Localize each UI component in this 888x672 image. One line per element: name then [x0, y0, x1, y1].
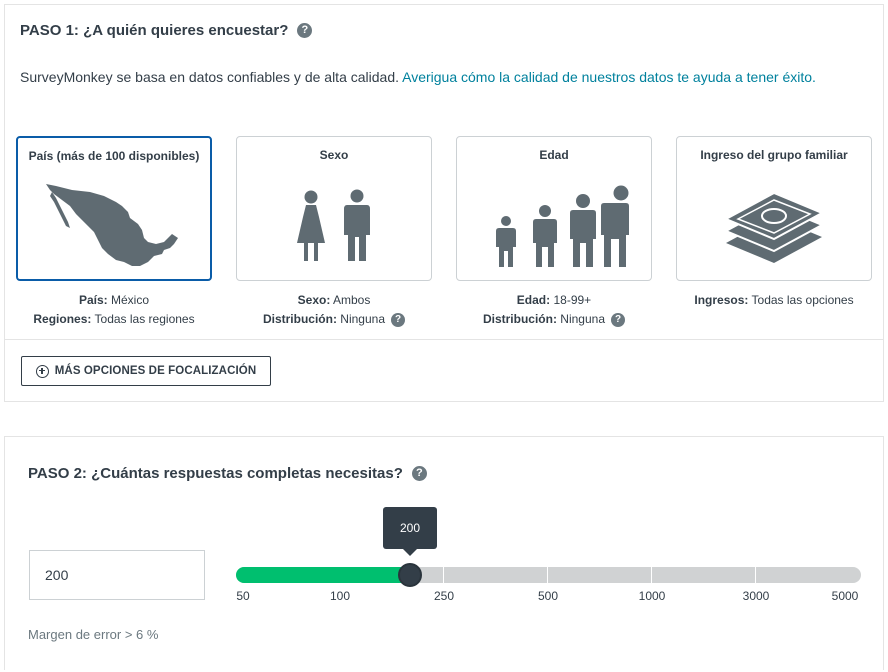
- slider-thumb[interactable]: [398, 563, 422, 587]
- slider-tick-label: 3000: [742, 589, 770, 603]
- age-value: 18-99+: [550, 293, 592, 307]
- country-label: País:: [78, 293, 108, 307]
- age-groups-icon: [496, 185, 629, 267]
- age-distribution-value: Ninguna: [556, 312, 606, 326]
- country-info: País: México Regiones: Todas las regione…: [16, 291, 212, 329]
- card-title: Edad: [539, 148, 569, 162]
- slider-separator: [443, 567, 444, 583]
- slider-tick-label: 100: [329, 589, 351, 603]
- slider-separator: [755, 567, 756, 583]
- step2-title-text: PASO 2: ¿Cuántas respuestas completas ne…: [28, 465, 403, 482]
- slider-tick-label: 5000: [831, 589, 859, 603]
- income-card[interactable]: Ingreso del grupo familiar: [676, 136, 872, 281]
- slider-fill: [236, 567, 410, 583]
- step1-title: PASO 1: ¿A quién quieres encuestar? ?: [20, 22, 313, 39]
- age-card[interactable]: Edad: [456, 136, 652, 281]
- responses-slider-track[interactable]: [236, 567, 861, 583]
- intro-text: SurveyMonkey se basa en datos confiables…: [20, 69, 403, 85]
- step2-panel: PASO 2: ¿Cuántas respuestas completas ne…: [4, 436, 884, 670]
- slider-tick-label: 500: [537, 589, 559, 603]
- divider: [5, 339, 883, 340]
- income-label: Ingresos:: [694, 293, 749, 307]
- income-info: Ingresos: Todas las opciones: [676, 291, 872, 310]
- help-icon[interactable]: ?: [411, 466, 427, 481]
- age-info: Edad: 18-99+ Distribución: Ninguna?: [456, 291, 652, 329]
- sex-distribution-value: Ninguna: [336, 312, 386, 326]
- slider-separator: [651, 567, 652, 583]
- slider-tick-label: 250: [433, 589, 455, 603]
- intro-paragraph: SurveyMonkey se basa en datos confiables…: [20, 66, 860, 89]
- step2-title: PASO 2: ¿Cuántas respuestas completas ne…: [28, 465, 427, 482]
- slider-tick-label: 1000: [638, 589, 666, 603]
- card-title: Ingreso del grupo familiar: [700, 148, 848, 162]
- slider-separator: [547, 567, 548, 583]
- slider-tick-label: 50: [236, 589, 250, 603]
- help-icon[interactable]: ?: [297, 23, 313, 38]
- regions-value: Todas las regiones: [91, 312, 195, 326]
- income-value: Todas las opciones: [748, 293, 854, 307]
- money-stack-icon: [723, 191, 825, 263]
- sex-distribution-label: Distribución:: [262, 312, 337, 326]
- data-quality-link[interactable]: Averigua cómo la calidad de nuestros dat…: [402, 69, 816, 85]
- margin-of-error-text: Margen de error > 6 %: [28, 627, 159, 642]
- age-label: Edad:: [516, 293, 551, 307]
- responses-count-input[interactable]: [29, 550, 205, 600]
- plus-circle-icon: [35, 364, 49, 378]
- step1-title-text: PASO 1: ¿A quién quieres encuestar?: [20, 22, 289, 39]
- help-icon[interactable]: ?: [391, 312, 406, 327]
- country-card[interactable]: País (más de 100 disponibles): [16, 136, 212, 281]
- country-value: México: [107, 293, 150, 307]
- sex-info: Sexo: Ambos Distribución: Ninguna?: [236, 291, 432, 329]
- female-male-icon: [297, 189, 370, 261]
- more-targeting-options-button[interactable]: MÁS OPCIONES DE FOCALIZACIÓN: [21, 356, 271, 386]
- regions-label: Regiones:: [33, 312, 92, 326]
- mexico-map-icon: [46, 184, 178, 266]
- sex-value: Ambos: [330, 293, 371, 307]
- card-title: Sexo: [319, 148, 349, 162]
- step1-panel: PASO 1: ¿A quién quieres encuestar? ? Su…: [4, 4, 884, 402]
- sex-card[interactable]: Sexo: [236, 136, 432, 281]
- help-icon[interactable]: ?: [611, 312, 626, 327]
- more-options-label: MÁS OPCIONES DE FOCALIZACIÓN: [54, 365, 257, 377]
- age-distribution-label: Distribución:: [482, 312, 557, 326]
- card-title: País (más de 100 disponibles): [28, 149, 200, 163]
- sex-label: Sexo:: [297, 293, 331, 307]
- slider-tooltip: 200: [383, 507, 437, 556]
